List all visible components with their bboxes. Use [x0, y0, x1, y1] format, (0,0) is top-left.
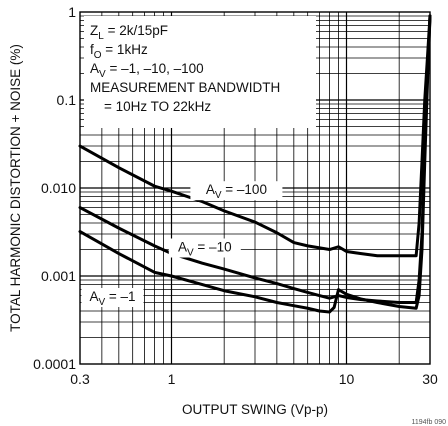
y-tick-label: 0.001 [41, 268, 76, 284]
condition-zl: ZL = 2k/15pF [90, 23, 168, 42]
series-labels: AV = –100 AV = –10 AV = –1 [81, 181, 283, 308]
y-axis-title: TOTAL HARMONIC DISTORTION + NOISE (%) [8, 44, 23, 332]
condition-mb: MEASUREMENT BANDWIDTH [90, 80, 280, 95]
series-curve-1 [78, 14, 432, 258]
x-axis-title: OUTPUT SWING (Vp-p) [182, 402, 328, 417]
series-label-3: AV = –1 [89, 289, 135, 308]
condition-f0: fO = 1kHz [90, 42, 148, 61]
series-label-2: AV = –10 [178, 240, 232, 259]
x-tick-label: 1 [168, 371, 176, 387]
x-tick-label: 10 [339, 371, 355, 387]
y-tick-label: 0.0001 [33, 356, 76, 372]
series-label-background [81, 288, 144, 307]
y-tick-label: 1 [68, 4, 76, 20]
plot-frame [79, 11, 431, 365]
figure-code: 1194fb 090 [411, 419, 446, 426]
condition-av: AV = –1, –10, –100 [90, 61, 204, 80]
series-curve-3 [78, 14, 432, 314]
x-tick-label: 30 [422, 371, 438, 387]
conditions-background [84, 16, 316, 128]
x-tick-label: 0.3 [70, 371, 90, 387]
series-label-background [190, 181, 283, 201]
series-label-1: AV = –100 [206, 182, 267, 201]
y-tick-label: 0.010 [41, 180, 76, 196]
y-tick-label: 0.1 [57, 92, 77, 108]
tick-labels: 0.3 1 10 30 1 0.1 0.010 0.001 0.0001 [33, 4, 438, 387]
series-label-background [168, 238, 241, 258]
series-curves [78, 14, 432, 314]
condition-bw: = 10Hz TO 22kHz [104, 99, 211, 114]
